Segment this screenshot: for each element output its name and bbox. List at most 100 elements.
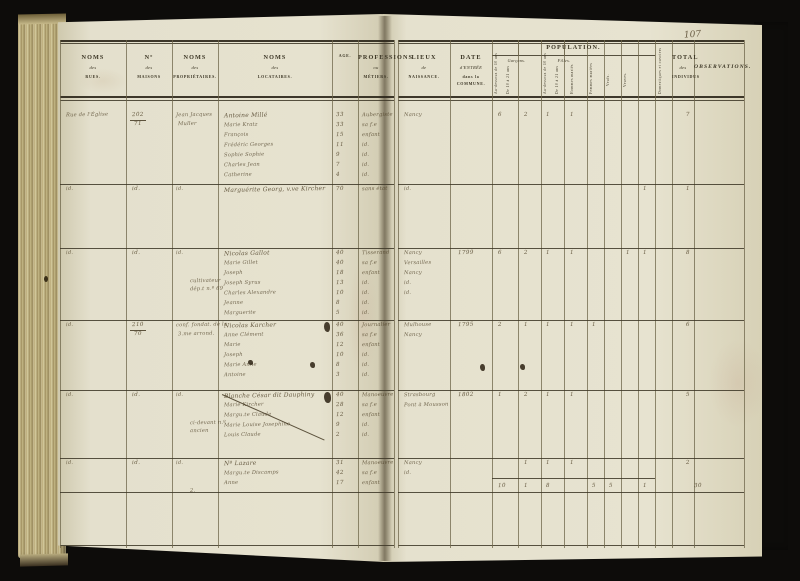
column-rule [518, 40, 519, 548]
handwritten-entry: Muller [177, 120, 197, 128]
ink-blot [324, 392, 331, 403]
column-rule [518, 40, 519, 56]
handwritten-entry: 1 [569, 459, 575, 467]
handwritten-entry: 1 [545, 459, 551, 467]
handwritten-entry: id. [131, 459, 141, 467]
header-line-main: NOMS [263, 54, 287, 61]
handwritten-entry: Joseph [223, 269, 243, 277]
handwritten-entry: 2. [189, 487, 196, 495]
header-line-tail: MÉTIERS. [363, 73, 389, 79]
header-population-garcons: Garçons. [492, 57, 541, 65]
header-date-entree: DATE d'ENTRÉE dans la COMMUNE. [450, 52, 492, 88]
handwritten-entry: id. [175, 185, 184, 193]
handwritten-entry: Catherine [223, 171, 252, 179]
handwritten-entry: Anne [223, 479, 239, 487]
handwritten-entry: 9 [335, 151, 341, 159]
handwritten-entry: 2 [523, 111, 529, 119]
handwritten-entry: sans état [361, 185, 388, 193]
handwritten-entry: id. [361, 151, 370, 159]
row-rule [60, 458, 394, 459]
handwritten-entry: Charles Alexandre [223, 289, 277, 297]
handwritten-entry: 1 [569, 249, 575, 257]
row-rule [60, 248, 394, 249]
handwritten-entry: 15 [335, 131, 344, 139]
handwritten-entry: 12 [335, 411, 344, 419]
header-noms-rues: NOMS des RUES. [60, 52, 126, 80]
handwritten-entry: 1 [569, 111, 575, 119]
handwritten-entry: sa f.e [361, 331, 378, 339]
handwritten-entry: 40 [335, 249, 344, 257]
handwritten-entry: Tisserand [361, 249, 390, 257]
handwritten-entry: id. [65, 321, 74, 329]
handwritten-entry: 28 [335, 401, 344, 409]
column-rule [541, 40, 542, 548]
handwritten-entry: 2 [497, 321, 503, 329]
row-rule [60, 390, 394, 391]
row-rule [398, 43, 744, 44]
handwritten-entry: id. [403, 469, 412, 477]
header-pop-col-5: Femmes mariées [589, 62, 593, 94]
handwritten-entry: Marie [223, 341, 241, 349]
header-population-filles: Filles. [541, 57, 587, 65]
row-rule [398, 492, 744, 493]
handwritten-entry: 1 [545, 249, 551, 257]
header-line-tail: LOCATAIRES. [257, 73, 293, 79]
header-line-main: PROFESSIONS [358, 54, 414, 61]
handwritten-entry: 1 [625, 249, 631, 257]
handwritten-entry: 8 [335, 361, 341, 369]
handwritten-entry: id. [361, 299, 370, 307]
handwritten-entry: 6 [497, 111, 503, 119]
handwritten-entry: 36 [335, 331, 344, 339]
fraction-bar [130, 120, 146, 121]
open-register-book: NOMS des RUES. Nº des MAISONS NOMS des PROPRIÉTA… [18, 8, 788, 570]
handwritten-entry: 40 [335, 391, 344, 399]
handwritten-entry: enfant [361, 411, 381, 419]
handwritten-entry: 3 [335, 371, 341, 379]
handwritten-entry: Nicolas Karcher [223, 321, 277, 330]
handwritten-entry: Manoeuvre [361, 459, 394, 467]
handwritten-entry: Frédéric Georges [223, 141, 274, 149]
handwritten-entry: enfant [361, 131, 381, 139]
handwritten-entry: sa f.e [361, 259, 378, 267]
row-rule [60, 40, 394, 42]
handwritten-entry: id. [175, 459, 184, 467]
handwritten-entry: Antoine Millé [223, 111, 268, 120]
handwritten-entry: 2 [685, 459, 691, 467]
handwritten-entry: Jeanne [223, 299, 244, 307]
handwritten-entry: Marie Kratz [223, 121, 258, 129]
handwritten-entry: 40 [335, 259, 344, 267]
handwritten-entry: 1 [523, 459, 529, 467]
handwritten-entry: Marie Louise Josephine [223, 421, 291, 429]
handwritten-entry: Marguerite [223, 309, 256, 317]
header-noms-proprietaires: NOMS des PROPRIÉTAIRES. [172, 52, 218, 80]
header-line-sub: d'ENTRÉE [459, 64, 483, 70]
register-table [18, 8, 788, 570]
handwritten-entry: Nicolas Gallot [223, 249, 270, 258]
handwritten-entry: 8 [335, 299, 341, 307]
handwritten-entry: 31 [335, 459, 344, 467]
handwritten-entry: id. [403, 185, 412, 193]
handwritten-entry: 17 [335, 479, 344, 487]
handwritten-entry: 1 [545, 321, 551, 329]
handwritten-entry: Strasbourg [403, 391, 436, 399]
header-line-sub: Filles. [557, 58, 571, 63]
header-pop-col-7: Veuves. [623, 72, 627, 88]
header-line-sub: des [191, 64, 199, 70]
column-rule [604, 40, 605, 548]
row-rule [60, 100, 394, 101]
handwritten-entry: id. [131, 249, 141, 257]
column-rule [492, 40, 493, 548]
row-rule [492, 55, 655, 56]
handwritten-entry: 9 [335, 421, 341, 429]
handwritten-entry: 1 [591, 321, 597, 329]
header-line-main: DATE [460, 54, 482, 61]
handwritten-entry: 8 [685, 249, 691, 257]
handwritten-entry: enfant [361, 341, 381, 349]
handwritten-entry: id. [361, 351, 370, 359]
handwritten-entry: id. [361, 161, 370, 169]
header-pop-col-3: De 10 à 21 ans [555, 65, 559, 94]
handwritten-entry: Joseph Syrus [223, 279, 261, 287]
header-line-main: NOMS [81, 54, 105, 61]
handwritten-entry: id. [175, 249, 184, 257]
handwritten-entry: 5 [335, 309, 341, 317]
